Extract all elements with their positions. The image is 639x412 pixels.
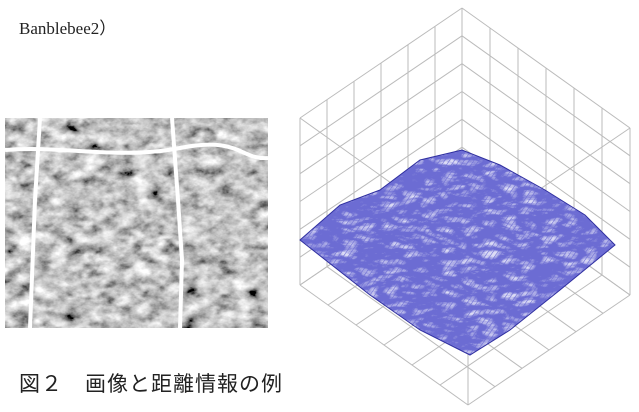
- page: {"header": {"text": "Banblebee2）"}, "fig…: [0, 0, 639, 412]
- surface-plot: [295, 8, 630, 405]
- figure-caption: 図２ 画像と距離情報の例: [19, 368, 283, 398]
- header-text: Banblebee2）: [19, 14, 116, 39]
- figure: [0, 0, 639, 412]
- rock-photo: [5, 118, 268, 328]
